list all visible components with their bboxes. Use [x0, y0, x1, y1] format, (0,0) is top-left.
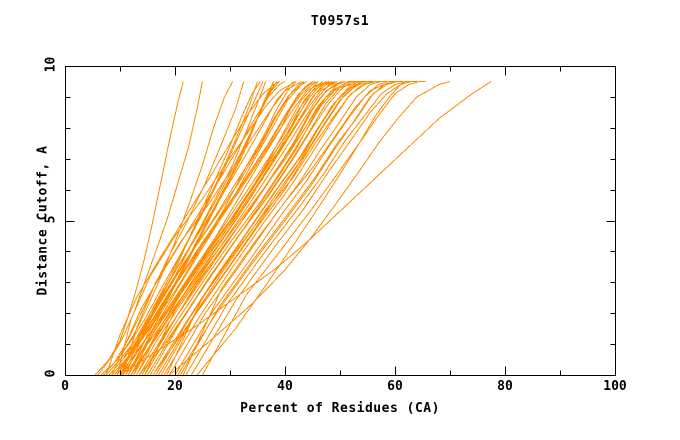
data-curve [180, 80, 404, 376]
x-axis-label: Percent of Residues (CA) [240, 401, 440, 416]
data-curve [144, 81, 352, 376]
data-curve [97, 81, 203, 376]
data-curve [185, 80, 412, 376]
y-tick-label: 10 [43, 56, 59, 73]
y-tick-label: 5 [43, 215, 59, 223]
data-curve [169, 80, 451, 376]
data-curve [114, 81, 275, 376]
axis-ticks [65, 66, 616, 376]
data-curve [133, 80, 335, 376]
data-curve [111, 81, 286, 376]
data-curve [202, 80, 426, 376]
x-tick-label: 60 [387, 379, 403, 394]
data-curve [138, 81, 343, 376]
data-curve [122, 81, 302, 376]
data-curve [166, 80, 382, 376]
data-curve [116, 81, 297, 376]
x-tick-label: 100 [603, 379, 627, 394]
data-curve [182, 80, 401, 376]
x-tick-label: 80 [497, 379, 513, 394]
data-curve [103, 81, 234, 376]
data-curve [119, 81, 492, 376]
data-curve [158, 80, 371, 376]
data-curve [125, 81, 305, 376]
data-curve [116, 81, 294, 376]
data-curve [136, 80, 338, 376]
data-curve [152, 81, 363, 376]
data-curve [127, 81, 316, 376]
data-curve [169, 80, 387, 376]
x-tick-label: 0 [61, 379, 69, 394]
x-tick-label: 20 [167, 379, 183, 394]
y-tick-label: 0 [43, 369, 59, 378]
data-curve [130, 81, 330, 376]
data-curve [163, 80, 379, 376]
curves-group [94, 80, 492, 376]
data-curve [133, 81, 324, 376]
x-tick-label: 40 [277, 379, 293, 394]
data-curve [191, 80, 417, 376]
data-curve [94, 81, 184, 376]
data-curve [125, 81, 319, 376]
data-curve [174, 80, 395, 376]
data-curve [116, 81, 297, 376]
chart-title: T0957s1 [310, 14, 370, 29]
data-curve [130, 81, 319, 376]
data-curve [122, 81, 305, 376]
data-curve [196, 81, 407, 376]
data-curve [105, 81, 280, 376]
data-curve [100, 81, 245, 376]
data-curve [144, 80, 354, 376]
data-curve [136, 81, 338, 376]
data-curve [103, 81, 258, 376]
